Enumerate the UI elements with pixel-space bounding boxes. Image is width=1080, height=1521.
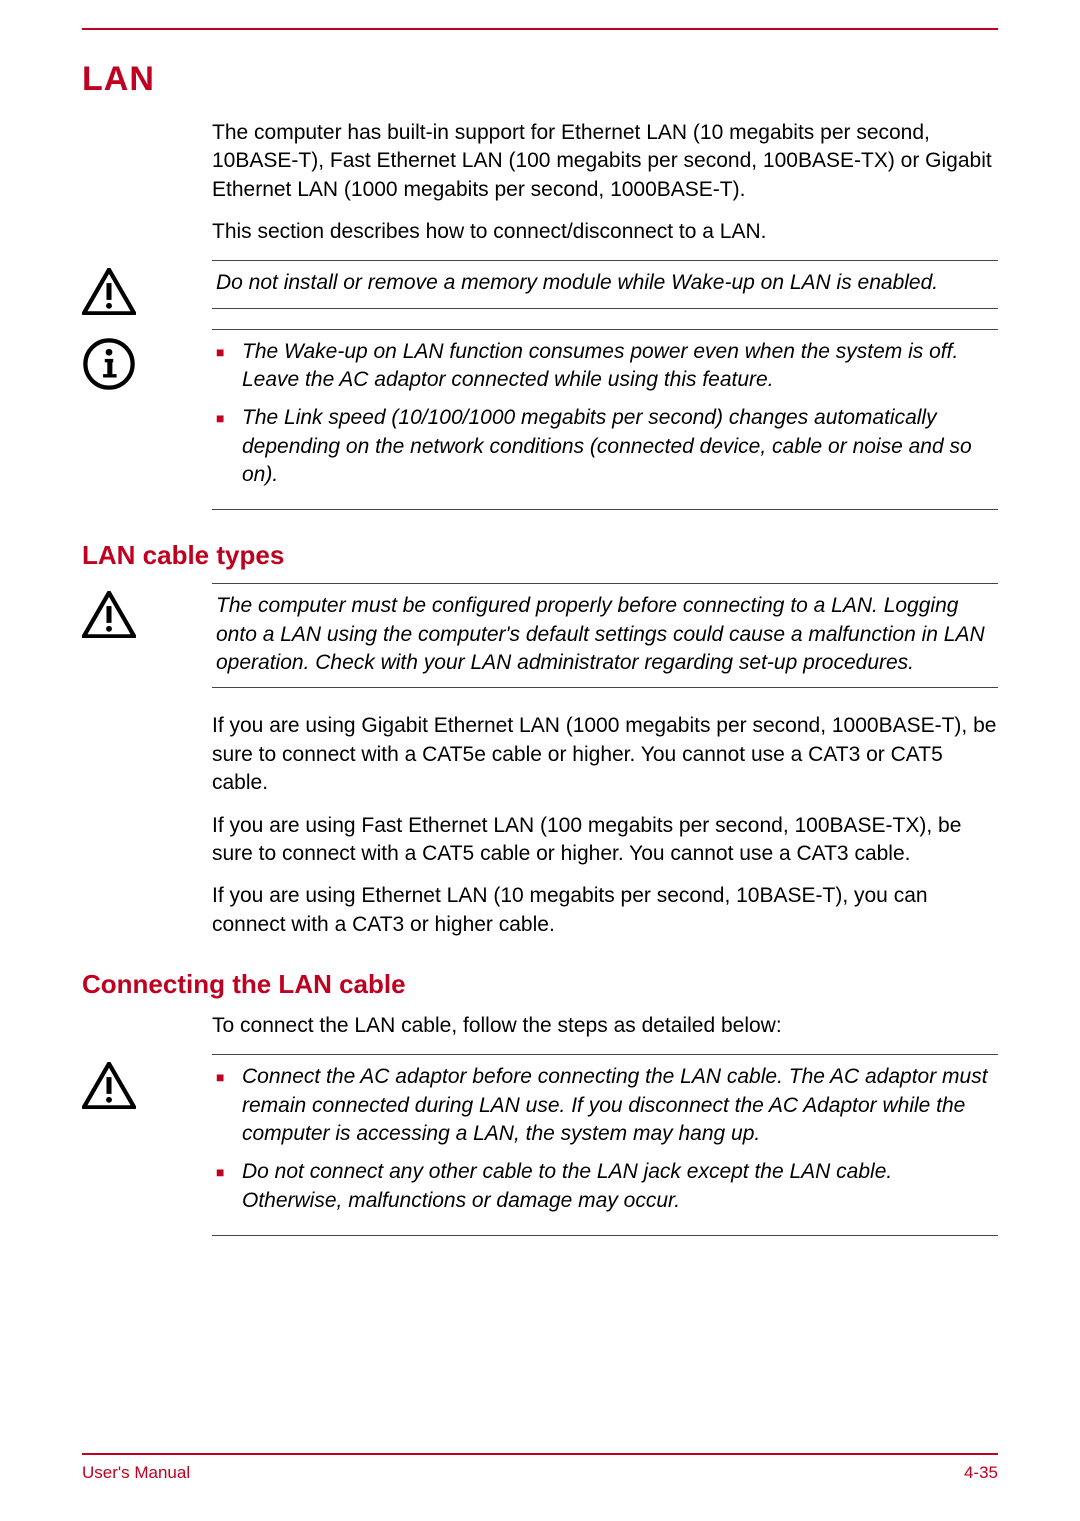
warning-icon [82, 268, 136, 315]
footer-left-text: User's Manual [82, 1463, 190, 1483]
intro-paragraph-1: The computer has built-in support for Et… [212, 119, 998, 204]
info-note-content: ■ The Wake-up on LAN function consumes p… [212, 329, 998, 511]
info-icon [82, 337, 136, 391]
heading-lan: LAN [82, 60, 998, 99]
top-horizontal-rule [82, 28, 998, 30]
connecting-intro: To connect the LAN cable, follow the ste… [212, 1012, 998, 1040]
warning-note-2-text: The computer must be configured properly… [212, 583, 998, 688]
page-footer: User's Manual 4-35 [82, 1453, 998, 1483]
warning-note-3-content: ■ Connect the AC adaptor before connecti… [212, 1054, 998, 1236]
info-bullet-2: The Link speed (10/100/1000 megabits per… [242, 404, 994, 489]
page-container: LAN The computer has built-in support fo… [0, 0, 1080, 1236]
heading-connecting: Connecting the LAN cable [82, 969, 998, 1000]
bullet-marker-icon: ■ [216, 404, 242, 432]
warn3-bullet-2: Do not connect any other cable to the LA… [242, 1158, 994, 1215]
cable-paragraph-1: If you are using Gigabit Ethernet LAN (1… [212, 712, 998, 797]
intro-paragraph-2: This section describes how to connect/di… [212, 218, 998, 246]
list-item: ■ Do not connect any other cable to the … [216, 1158, 994, 1215]
warning-note-1-text: Do not install or remove a memory module… [212, 260, 998, 308]
list-item: ■ Connect the AC adaptor before connecti… [216, 1063, 994, 1148]
footer-page-number: 4-35 [964, 1463, 998, 1483]
warning-note-1: Do not install or remove a memory module… [82, 260, 998, 308]
bullet-marker-icon: ■ [216, 1158, 242, 1186]
bullet-marker-icon: ■ [216, 338, 242, 366]
info-note: ■ The Wake-up on LAN function consumes p… [82, 329, 998, 511]
cable-paragraph-2: If you are using Fast Ethernet LAN (100 … [212, 812, 998, 869]
warning-icon [82, 591, 136, 638]
list-item: ■ The Link speed (10/100/1000 megabits p… [216, 404, 994, 489]
warning-icon [82, 1062, 136, 1109]
info-bullet-1: The Wake-up on LAN function consumes pow… [242, 338, 994, 395]
warning-note-3: ■ Connect the AC adaptor before connecti… [82, 1054, 998, 1236]
cable-paragraph-3: If you are using Ethernet LAN (10 megabi… [212, 882, 998, 939]
warning-note-2: The computer must be configured properly… [82, 583, 998, 688]
heading-cable-types: LAN cable types [82, 540, 998, 571]
warn3-bullet-1: Connect the AC adaptor before connecting… [242, 1063, 994, 1148]
bullet-marker-icon: ■ [216, 1063, 242, 1091]
list-item: ■ The Wake-up on LAN function consumes p… [216, 338, 994, 395]
warning-3-bullet-list: ■ Connect the AC adaptor before connecti… [216, 1063, 994, 1215]
info-bullet-list: ■ The Wake-up on LAN function consumes p… [216, 338, 994, 490]
